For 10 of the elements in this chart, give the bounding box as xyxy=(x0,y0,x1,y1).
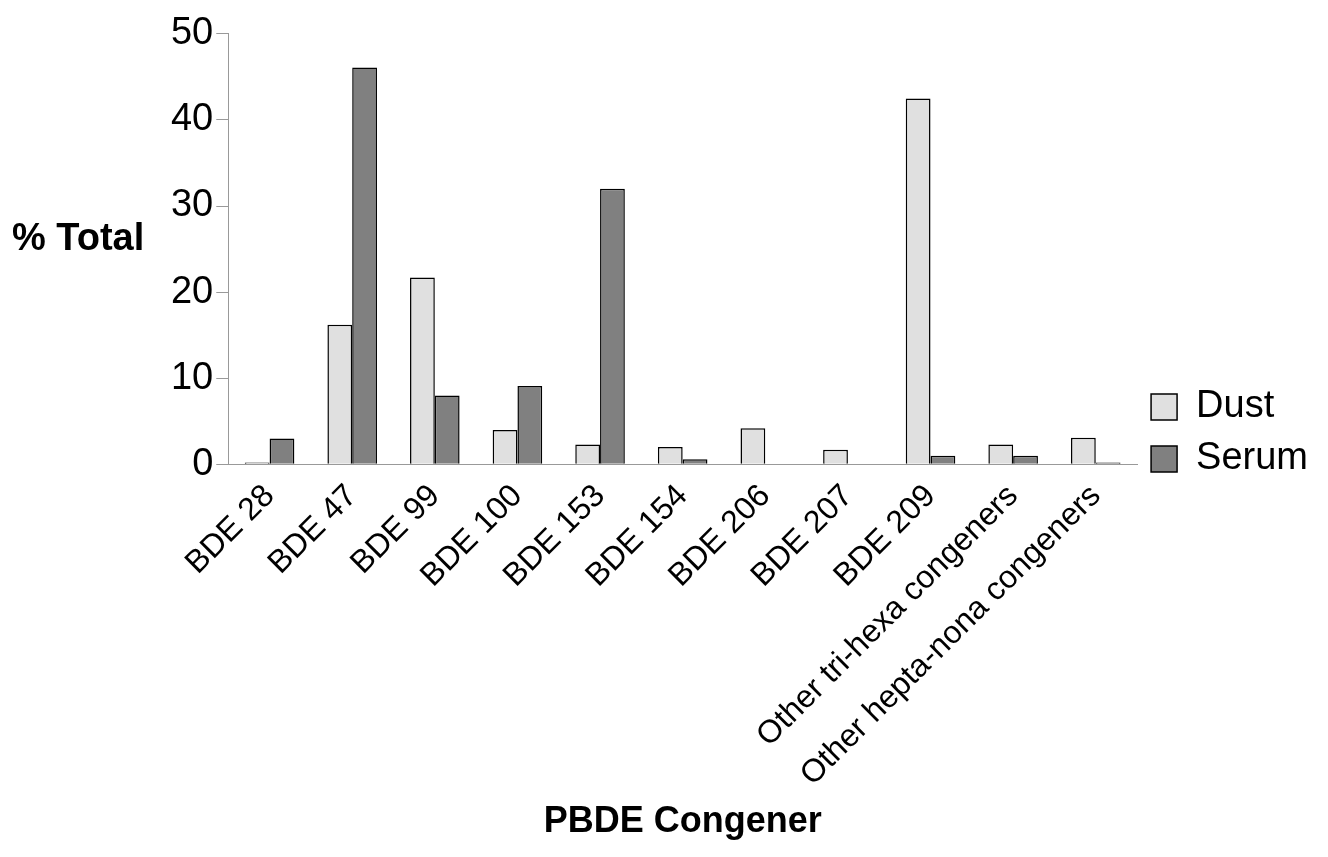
y-tick-label: 50 xyxy=(170,10,214,53)
y-tick-label: 10 xyxy=(170,354,214,397)
y-tick-label: 0 xyxy=(192,440,214,483)
legend-label: Serum xyxy=(1196,435,1308,478)
y-axis-title: % Total xyxy=(12,215,145,258)
y-tick-label: 20 xyxy=(170,268,214,311)
y-tick-label: 30 xyxy=(170,182,214,225)
legend-label: Dust xyxy=(1196,383,1275,426)
y-tick-label: 40 xyxy=(170,96,214,139)
x-axis-title: PBDE Congener xyxy=(543,799,822,841)
